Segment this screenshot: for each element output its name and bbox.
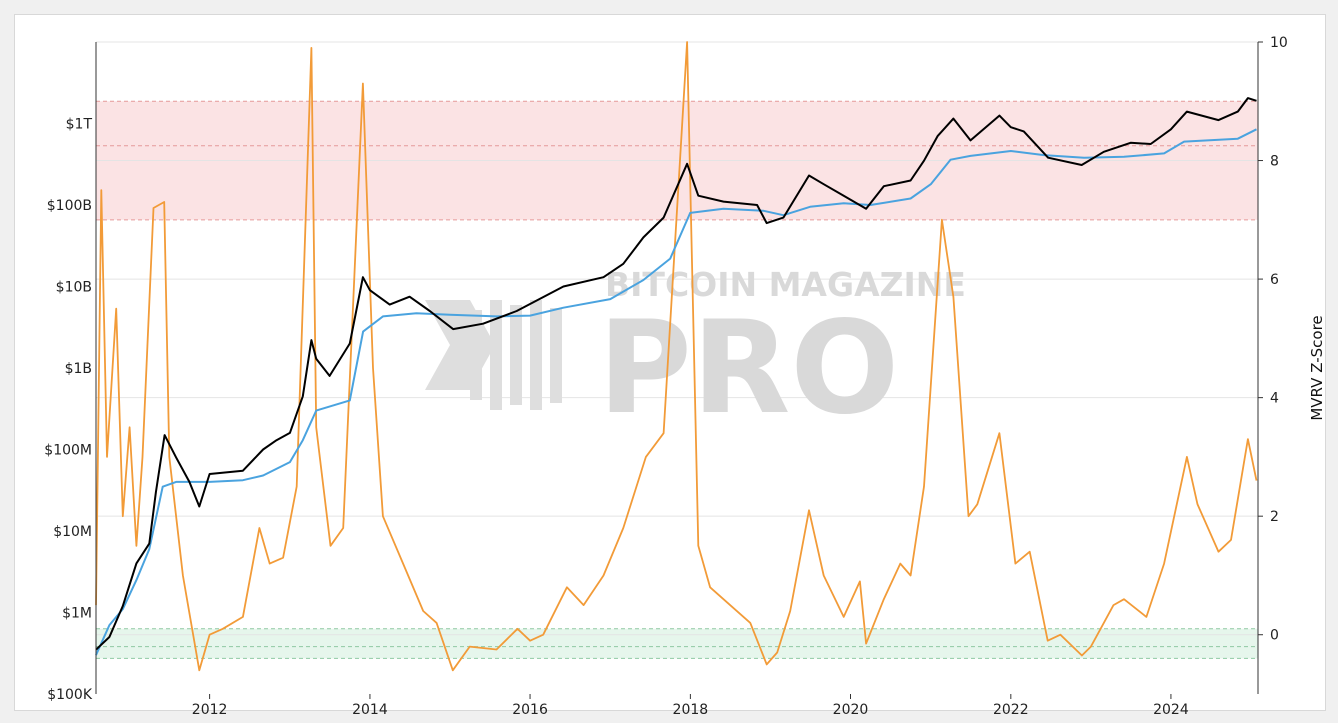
y-left-tick-label-4: $1B xyxy=(65,361,92,377)
y-left-tick-label-7: $1T xyxy=(66,117,93,133)
y-right-axis-label: MVRV Z-Score xyxy=(1308,315,1326,420)
y-right-tick-label-5: 10 xyxy=(1270,35,1288,51)
x-tick-label-2: 2016 xyxy=(512,702,548,718)
y-right-tick-label-1: 2 xyxy=(1270,509,1279,525)
band-green xyxy=(96,628,1258,659)
axes xyxy=(95,42,1259,694)
y-left-tick-label-2: $10M xyxy=(53,524,92,540)
x-tick-label-6: 2024 xyxy=(1153,702,1189,718)
y-right-tick-label-4: 8 xyxy=(1270,154,1279,170)
series-lines xyxy=(95,41,1258,672)
x-tick-label-3: 2018 xyxy=(673,702,709,718)
tick-labels: 2012 2014 2016 2018 2020 2022 2024 $100K $1M $10M… xyxy=(44,35,1288,718)
x-tick-label-4: 2020 xyxy=(833,702,869,718)
watermark-line1: BITCOIN MAGAZINE xyxy=(605,265,966,304)
y-right-tick-label-0: 0 xyxy=(1270,628,1279,644)
y-left-tick-label-0: $100K xyxy=(47,687,93,703)
z-score-line xyxy=(95,41,1258,672)
realized-cap-line xyxy=(95,128,1257,656)
y-left-tick-label-6: $100B xyxy=(47,198,92,214)
x-tick-label-5: 2022 xyxy=(993,702,1029,718)
y-left-tick-label-1: $1M xyxy=(62,606,92,622)
x-tick-label-0: 2012 xyxy=(192,702,228,718)
y-left-tick-label-5: $10B xyxy=(56,280,92,296)
y-right-tick-label-3: 6 xyxy=(1270,272,1279,288)
watermark-line2: PRO xyxy=(598,294,899,443)
market-cap-line xyxy=(95,97,1257,651)
watermark: BITCOIN MAGAZINE PRO xyxy=(425,265,966,443)
y-left-tick-label-3: $100M xyxy=(44,443,92,459)
watermark-logo-icon xyxy=(425,300,562,410)
y-right-tick-label-2: 4 xyxy=(1270,391,1279,407)
gridlines xyxy=(96,41,1258,636)
x-tick-label-1: 2014 xyxy=(352,702,388,718)
